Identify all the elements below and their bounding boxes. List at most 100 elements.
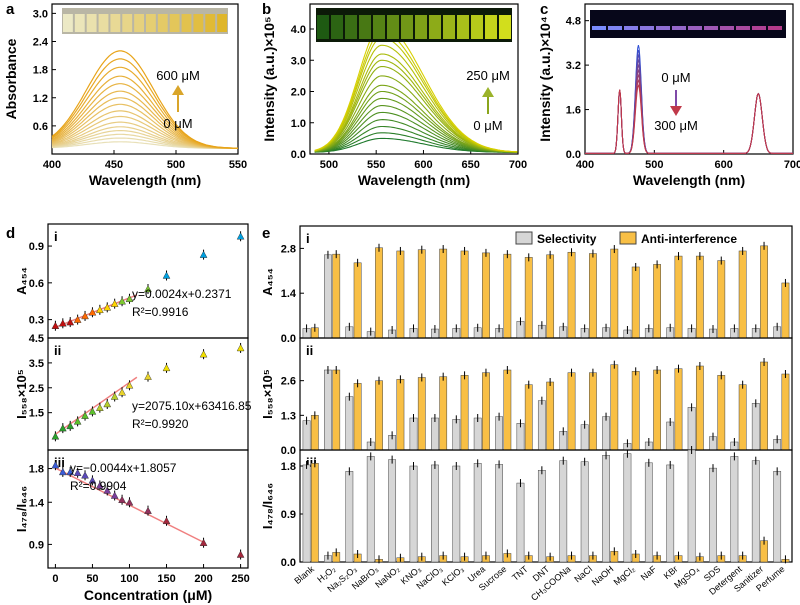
bar-interference [396, 379, 405, 451]
bar-selectivity [730, 456, 739, 563]
y-tick-label: 1.0 [291, 118, 306, 130]
bar-selectivity [324, 254, 332, 339]
bar-interference [332, 253, 341, 339]
panel-letter-e: e [262, 225, 270, 242]
bar-interference [695, 365, 704, 451]
data-point [58, 467, 67, 476]
bar-selectivity [495, 416, 503, 451]
bar-selectivity [409, 417, 418, 451]
vial [373, 15, 385, 39]
bar-selectivity [666, 464, 675, 563]
arrow-head [670, 106, 682, 116]
y-tick-label: 1.8 [33, 65, 48, 77]
data-point [81, 411, 89, 419]
bar-interference [503, 369, 512, 451]
bar-selectivity [751, 460, 760, 563]
vial [401, 15, 413, 39]
data-point [125, 294, 134, 302]
vial [624, 26, 638, 30]
data-point [118, 495, 126, 503]
bar-selectivity [537, 400, 546, 451]
bar-interference [439, 376, 448, 451]
vial [157, 14, 168, 32]
x-tick-label: 150 [157, 573, 175, 585]
bar-selectivity [602, 416, 610, 451]
data-point [96, 481, 104, 489]
bar-interference [567, 251, 576, 339]
y-tick-label: 2.6 [281, 376, 296, 388]
bar-interference [546, 381, 555, 451]
data-point [66, 421, 75, 430]
annotation-top: 0 μM [661, 70, 690, 85]
data-point [199, 350, 208, 358]
x-tick-label: 250 [231, 573, 249, 585]
bar-selectivity [452, 419, 461, 451]
bar-selectivity [345, 471, 354, 563]
data-point [144, 372, 152, 380]
data-point [96, 403, 104, 411]
y-tick-label: 2.5 [29, 383, 44, 395]
plot-frame [309, 3, 519, 155]
vial [146, 14, 156, 32]
x-tick-label: 400 [43, 159, 61, 171]
data-point [199, 250, 208, 258]
legend: Selectivity Anti-interference [515, 231, 737, 246]
x-tick-label: 200 [194, 573, 212, 585]
subpanel-roman: ii [54, 343, 61, 358]
bar-panel-ii: 0.0 1.3 2.6 ii [281, 337, 793, 457]
fit-r2: R²=0.9904 [70, 479, 127, 493]
vial [608, 26, 622, 30]
bar-selectivity [473, 417, 482, 451]
bar-selectivity [773, 471, 782, 563]
bar-selectivity [452, 465, 461, 563]
y-tick-label: 1.8 [281, 461, 296, 473]
y-tick-label: 0.9 [29, 539, 44, 551]
y-tick-label: 3.0 [33, 8, 48, 20]
vial [688, 26, 702, 30]
vial [499, 15, 511, 39]
axes-d-i: 0.3 0.6 0.9 i y=0.0024x+0.2371 R²=0.9916 [29, 223, 249, 339]
data-point [236, 232, 245, 240]
vial-strip-bg [590, 10, 786, 38]
y-axis-label: A₄₅₄ [260, 268, 275, 296]
panel-letter-a: a [6, 1, 15, 18]
bar-selectivity [644, 462, 653, 563]
y-tick-label: 0.6 [29, 278, 44, 290]
bar-interference [653, 264, 661, 339]
x-tick-label: 400 [576, 159, 594, 171]
data-point [236, 550, 245, 558]
plot-frame [47, 337, 249, 451]
bar-interference [375, 247, 383, 339]
bar-interference [674, 255, 683, 339]
vial [768, 26, 782, 30]
vial [169, 14, 180, 32]
bar-panel-iii: 0.0 0.9 1.8 iii [281, 446, 793, 569]
category-label: MgSO₄ [672, 564, 701, 591]
bar-interference [760, 361, 768, 451]
vial [110, 14, 121, 32]
subpanel-roman: i [306, 231, 310, 246]
bar-selectivity [324, 369, 332, 451]
data-point [88, 407, 97, 415]
vial [181, 14, 192, 32]
y-tick-label: 1.3 [281, 410, 296, 422]
spectrum-line [585, 49, 793, 154]
data-point [125, 498, 134, 506]
bar-panel-i: 0.0 1.4 2.8 i [281, 225, 793, 345]
bar-interference [524, 257, 533, 339]
axes-c: 0.0 1.6 3.2 4.8 400 500 600 700 [566, 3, 800, 171]
y-tick-label: 1.2 [33, 93, 48, 105]
annotation-bottom: 0 μM [473, 118, 502, 133]
y-axis-label: Intensity (a.u.)×10⁵ [261, 16, 277, 141]
category-label: NaF [639, 564, 659, 583]
bar-selectivity [709, 467, 717, 563]
bar-interference [396, 250, 405, 339]
subpanel-roman: iii [54, 455, 65, 470]
y-axis-label: I₅₅₈×10⁵ [14, 369, 29, 419]
axes-a: 0.6 1.2 1.8 2.4 3.0 400 450 500 550 [33, 3, 247, 171]
bar-interference [760, 245, 768, 339]
bar-interference [631, 266, 640, 339]
y-tick-label: 0.0 [281, 557, 296, 569]
bar-selectivity [559, 460, 568, 563]
vial [74, 14, 85, 32]
